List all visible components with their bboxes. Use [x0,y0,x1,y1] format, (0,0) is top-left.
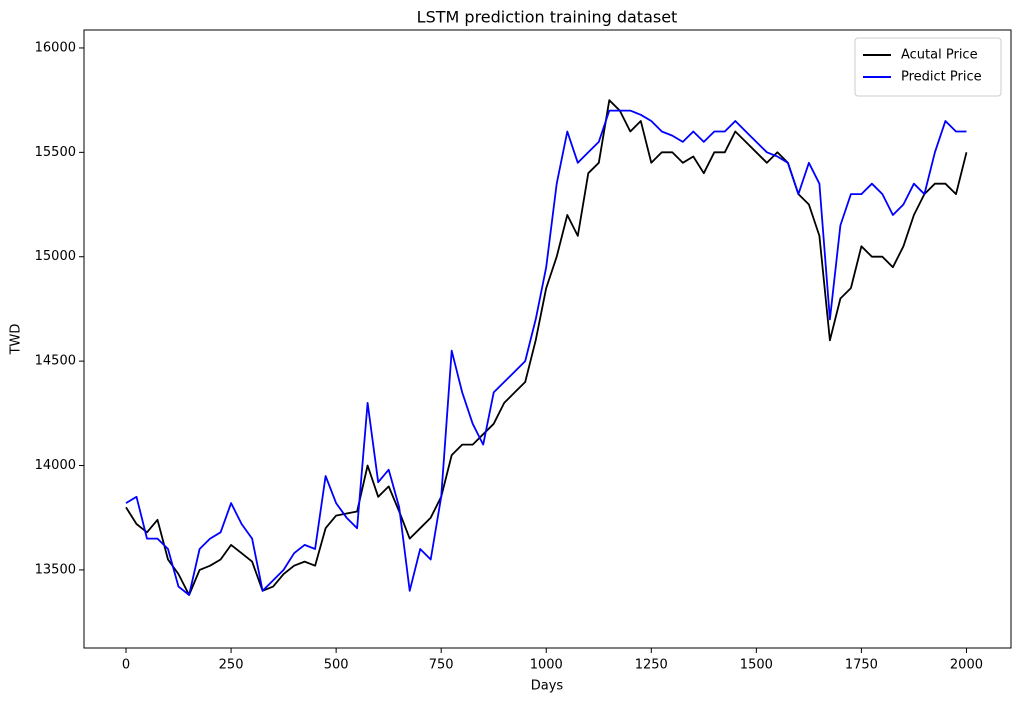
x-tick-label: 1250 [635,658,668,673]
y-tick-label: 16000 [35,40,76,55]
legend: Acutal Price Predict Price [854,37,1002,97]
y-tick-label: 14000 [35,458,76,473]
y-tick-label: 15500 [35,145,76,160]
chart-title: LSTM prediction training dataset [417,8,678,27]
y-tick-label: 13500 [35,562,76,577]
x-tick-label: 0 [122,658,130,673]
x-axis-label: Days [531,679,564,694]
x-tick-label: 1000 [530,658,563,673]
x-tick-label: 500 [324,658,349,673]
legend-box [854,37,1002,97]
plot-frame [83,29,1012,649]
x-tick-label: 250 [219,658,244,673]
x-tick-label: 2000 [950,658,983,673]
legend-label: Predict Price [901,70,982,85]
data-line [125,99,968,596]
y-axis-label: TWD [9,324,24,356]
data-line [125,109,967,596]
y-tick-label: 14500 [35,354,76,369]
x-tick-label: 1750 [845,658,878,673]
x-tick-label: 1500 [740,658,773,673]
y-tick-label: 15000 [35,249,76,264]
x-tick-label: 750 [429,658,454,673]
legend-label: Acutal Price [901,48,978,63]
